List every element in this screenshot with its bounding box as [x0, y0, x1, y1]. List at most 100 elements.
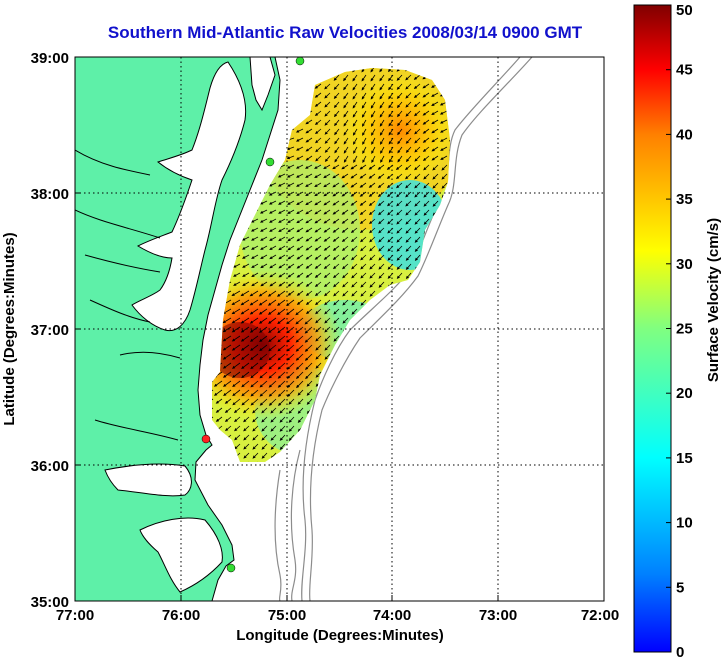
velocity-arrow: [352, 119, 358, 127]
velocity-arrow: [378, 245, 385, 252]
velocity-arrow: [296, 290, 304, 296]
velocity-arrow: [405, 182, 412, 189]
bathymetry-contours: [274, 57, 533, 601]
velocity-arrow: [360, 245, 367, 252]
velocity-arrow: [261, 425, 268, 432]
velocity-arrow: [369, 263, 376, 270]
velocity-arrow: [333, 92, 340, 99]
velocity-arrow: [305, 164, 313, 169]
velocity-arrow: [414, 236, 421, 243]
velocity-arrow: [268, 389, 277, 397]
velocity-arrow: [359, 227, 367, 234]
velocity-arrow: [287, 281, 295, 287]
velocity-arrow: [361, 92, 367, 100]
velocity-arrow: [334, 146, 340, 154]
velocity-arrow: [371, 155, 376, 164]
velocity-arrow: [343, 83, 349, 91]
velocity-arrow: [212, 407, 214, 413]
velocity-arrow: [432, 182, 439, 189]
velocity-arrow: [297, 416, 304, 423]
velocity-arrow: [405, 137, 412, 144]
velocity-arrow: [369, 272, 376, 279]
velocity-arrow: [286, 380, 295, 388]
velocity-arrow: [414, 128, 421, 135]
velocity-arrow: [270, 425, 277, 432]
velocity-arrow: [243, 443, 250, 450]
velocity-arrow: [278, 254, 286, 260]
velocity-arrow: [269, 281, 277, 287]
velocity-arrow: [332, 191, 340, 197]
velocity-arrow: [314, 245, 322, 251]
velocity-arrow: [252, 425, 259, 432]
velocity-arrow: [395, 164, 403, 171]
velocity-arrow: [351, 290, 358, 297]
velocity-arrow: [371, 128, 376, 136]
velocity-arrow: [251, 254, 259, 259]
velocity-arrow: [422, 101, 430, 107]
velocity-arrow: [234, 434, 241, 441]
velocity-arrow: [242, 281, 250, 286]
velocity-arrow: [305, 290, 313, 296]
colorbar-tick-label: 30: [676, 256, 693, 273]
velocity-arrow: [341, 200, 349, 206]
velocity-arrow: [414, 254, 421, 262]
velocity-arrow: [324, 146, 331, 153]
velocity-arrow: [352, 74, 358, 82]
velocity-arrow: [242, 254, 250, 259]
velocity-arrow: [270, 407, 277, 414]
velocity-arrow: [359, 191, 367, 197]
x-tick-label: 76:00: [162, 607, 200, 624]
velocity-arrow: [261, 443, 268, 450]
velocity-arrow: [397, 119, 403, 127]
velocity-arrow: [286, 173, 295, 178]
velocity-arrow: [241, 362, 250, 369]
velocity-arrow: [431, 92, 439, 97]
velocity-arrow: [296, 182, 304, 187]
velocity-arrow: [343, 110, 349, 118]
velocity-arrow: [233, 407, 241, 414]
velocity-arrow: [405, 83, 412, 90]
velocity-arrow: [324, 308, 331, 315]
velocity-arrow: [314, 209, 322, 215]
velocity-arrow: [432, 164, 439, 171]
velocity-arrow: [379, 68, 385, 73]
velocity-arrow: [378, 218, 385, 225]
velocity-arrow: [270, 443, 277, 450]
velocity-arrow: [405, 110, 412, 117]
velocity-arrow: [222, 317, 232, 324]
velocity-arrow: [270, 416, 277, 423]
velocity-arrow: [270, 434, 277, 441]
velocity-arrow: [414, 110, 421, 117]
velocity-arrow: [342, 317, 349, 324]
velocity-arrow: [332, 164, 340, 170]
velocity-arrow: [261, 416, 268, 423]
velocity-arrow: [215, 416, 223, 422]
velocity-arrow: [296, 245, 304, 251]
velocity-arrow: [379, 137, 385, 145]
velocity-arrow: [431, 101, 439, 106]
x-tick-label: 73:00: [479, 607, 517, 624]
velocity-arrow: [396, 227, 403, 234]
velocity-arrow: [249, 308, 259, 315]
velocity-arrow: [422, 128, 430, 134]
velocity-arrow: [277, 200, 286, 205]
velocity-arrow: [252, 434, 259, 441]
velocity-arrow: [359, 200, 367, 206]
velocity-arrow: [379, 101, 385, 109]
velocity-arrow: [359, 218, 367, 225]
velocity-arrow: [249, 326, 259, 333]
velocity-arrow: [251, 272, 259, 278]
velocity-arrow: [277, 335, 286, 343]
velocity-arrow: [295, 128, 304, 133]
velocity-arrow: [350, 182, 358, 188]
velocity-arrow: [231, 344, 241, 351]
velocity-arrow: [243, 416, 250, 423]
velocity-arrow: [222, 362, 232, 369]
velocity-arrow: [350, 227, 358, 234]
velocity-arrow: [396, 110, 403, 118]
velocity-arrow: [304, 362, 313, 371]
velocity-arrow: [287, 254, 295, 260]
velocity-arrow: [341, 191, 349, 197]
velocity-arrow: [305, 236, 313, 242]
velocity-arrow: [268, 335, 277, 343]
